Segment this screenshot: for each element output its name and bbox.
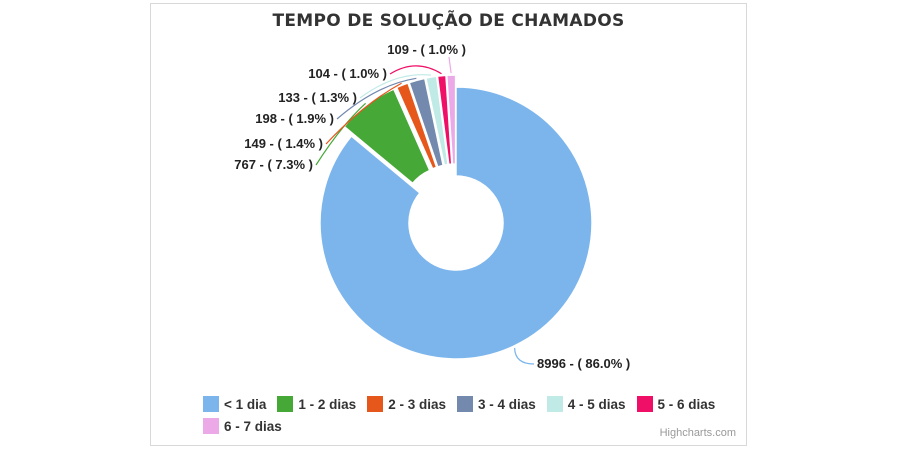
- legend-label: 6 - 7 dias: [224, 418, 282, 434]
- pie-slice-4-5-dias[interactable]: [425, 75, 449, 166]
- legend-swatch-icon: [277, 396, 294, 412]
- label-connector-1-2-dias: [315, 102, 366, 166]
- legend-item-4-5-dias[interactable]: 4 - 5 dias: [546, 396, 626, 412]
- legend-label: 1 - 2 dias: [298, 396, 357, 412]
- legend-item-2-3-dias[interactable]: 2 - 3 dias: [367, 396, 446, 412]
- legend-swatch-icon: [367, 396, 384, 412]
- legend-item--1-dia[interactable]: < 1 dia: [203, 396, 266, 412]
- label-connector-3-4-dias: [336, 77, 417, 120]
- legend-swatch-icon: [636, 396, 653, 412]
- legend-swatch-icon: [203, 396, 219, 412]
- legend-label: 2 - 3 dias: [388, 396, 446, 412]
- data-label--1-dia: 8996 - ( 86.0% ): [537, 355, 631, 371]
- label-connector--1-dia: [514, 347, 535, 365]
- legend-item-5-6-dias[interactable]: 5 - 6 dias: [636, 396, 716, 412]
- legend-swatch-icon: [456, 396, 473, 412]
- legend-row: 6 - 7 dias: [203, 418, 726, 434]
- data-label-4-5-dias: 133 - ( 1.3% ): [278, 89, 357, 105]
- label-connector-5-6-dias: [389, 65, 442, 75]
- legend-label: < 1 dia: [224, 396, 267, 412]
- legend-label: 4 - 5 dias: [567, 396, 626, 412]
- pie-chart-svg: [315, 56, 593, 365]
- legend-item-6-7-dias[interactable]: 6 - 7 dias: [203, 418, 282, 434]
- pie-slice-6-7-dias[interactable]: [445, 74, 457, 165]
- legend-item-3-4-dias[interactable]: 3 - 4 dias: [456, 396, 536, 412]
- data-label-6-7-dias: 109 - ( 1.0% ): [387, 41, 466, 57]
- legend-label: 3 - 4 dias: [477, 396, 536, 412]
- legend-label: 5 - 6 dias: [657, 396, 716, 412]
- data-label-2-3-dias: 149 - ( 1.4% ): [244, 135, 323, 151]
- label-connector-2-3-dias: [325, 82, 402, 145]
- pie-slice-5-6-dias[interactable]: [436, 74, 453, 166]
- label-connector-4-5-dias: [359, 74, 431, 99]
- legend: < 1 dia 1 - 2 dias 2 - 3 dias 3 - 4 dias 4 -…: [203, 396, 726, 440]
- legend-swatch-icon: [203, 418, 219, 434]
- legend-row: < 1 dia 1 - 2 dias 2 - 3 dias 3 - 4 dias 4 -…: [203, 396, 726, 412]
- data-label-1-2-dias: 767 - ( 7.3% ): [234, 156, 313, 172]
- data-label-5-6-dias: 104 - ( 1.0% ): [308, 65, 387, 81]
- data-label-3-4-dias: 198 - ( 1.9% ): [255, 110, 334, 126]
- pie-slice-1-2-dias[interactable]: [343, 88, 431, 185]
- highcharts-credits-link[interactable]: Highcharts.com: [659, 427, 736, 439]
- chart-container: TEMPO DE SOLUÇÃO DE CHAMADOS 8996 - ( 86…: [150, 3, 747, 446]
- pie-slice-2-3-dias[interactable]: [395, 82, 438, 170]
- pie-slice-3-4-dias[interactable]: [408, 77, 444, 168]
- label-connector-6-7-dias: [448, 56, 452, 74]
- pie-slice--1-dia[interactable]: [319, 86, 593, 360]
- legend-item-1-2-dias[interactable]: 1 - 2 dias: [277, 396, 356, 412]
- legend-swatch-icon: [546, 396, 563, 412]
- chart-title: TEMPO DE SOLUÇÃO DE CHAMADOS: [272, 11, 625, 31]
